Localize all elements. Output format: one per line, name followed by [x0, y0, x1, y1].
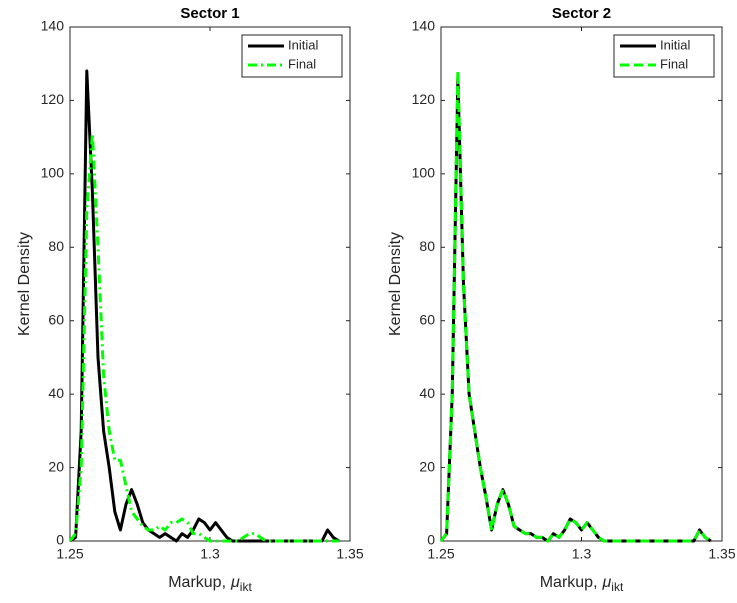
- y-tick-label: 140: [412, 18, 436, 34]
- legend-box: [613, 34, 715, 78]
- y-tick-label: 0: [56, 532, 64, 548]
- legend-box: [241, 34, 343, 78]
- x-label-subscript: ikt: [240, 580, 253, 594]
- y-tick-label: 0: [427, 532, 435, 548]
- y-tick-label: 60: [419, 311, 435, 327]
- y-tick-label: 40: [48, 385, 64, 401]
- x-axis-label: Markup, μikt: [540, 574, 624, 594]
- x-tick-label: 1.3: [200, 546, 220, 562]
- y-axis-label: Kernel Density: [387, 232, 404, 336]
- x-label-symbol: μ: [602, 574, 612, 591]
- y-tick-label: 60: [48, 311, 64, 327]
- chart-title: Sector 2: [552, 5, 611, 22]
- panel: 0 20 40 60 80 100 120 140 1.25 1.3 1.35 Sector 2 Ker…: [387, 5, 736, 594]
- x-label-text: Markup,: [540, 574, 598, 591]
- y-tick-label: 100: [41, 165, 65, 181]
- chart-title: Sector 1: [180, 5, 239, 22]
- y-tick-label: 80: [48, 238, 64, 254]
- legend-label: Initial: [660, 37, 690, 52]
- y-tick-label: 80: [419, 238, 435, 254]
- y-tick-label: 20: [419, 458, 435, 474]
- y-axis-label: Kernel Density: [16, 232, 33, 336]
- y-tick-label: 20: [48, 458, 64, 474]
- y-tick-label: 100: [412, 165, 436, 181]
- plot-area: [440, 26, 723, 542]
- x-axis-label: Markup, μikt: [168, 574, 252, 594]
- x-tick-label: 1.3: [572, 546, 592, 562]
- y-tick-label: 120: [412, 91, 436, 107]
- y-tick-label: 140: [41, 18, 65, 34]
- panel: 0 20 40 60 80 100 120 140 1.25 1.3 1.35 Sector 1 Ker…: [16, 5, 364, 594]
- x-tick-label: 1.25: [427, 546, 454, 562]
- x-label-subscript: ikt: [611, 580, 624, 594]
- x-label-symbol: μ: [230, 574, 240, 591]
- series-line: [439, 69, 712, 543]
- x-tick-label: 1.35: [336, 546, 363, 562]
- y-tick-label: 40: [419, 385, 435, 401]
- x-tick-label: 1.25: [56, 546, 83, 562]
- x-label-text: Markup,: [168, 574, 226, 591]
- series-line: [68, 131, 339, 543]
- plot-area: [69, 26, 351, 542]
- y-tick-label: 120: [41, 91, 65, 107]
- legend-label: Final: [288, 56, 316, 71]
- legend-label: Initial: [288, 37, 318, 52]
- x-tick-label: 1.35: [708, 546, 735, 562]
- legend-label: Final: [660, 56, 688, 71]
